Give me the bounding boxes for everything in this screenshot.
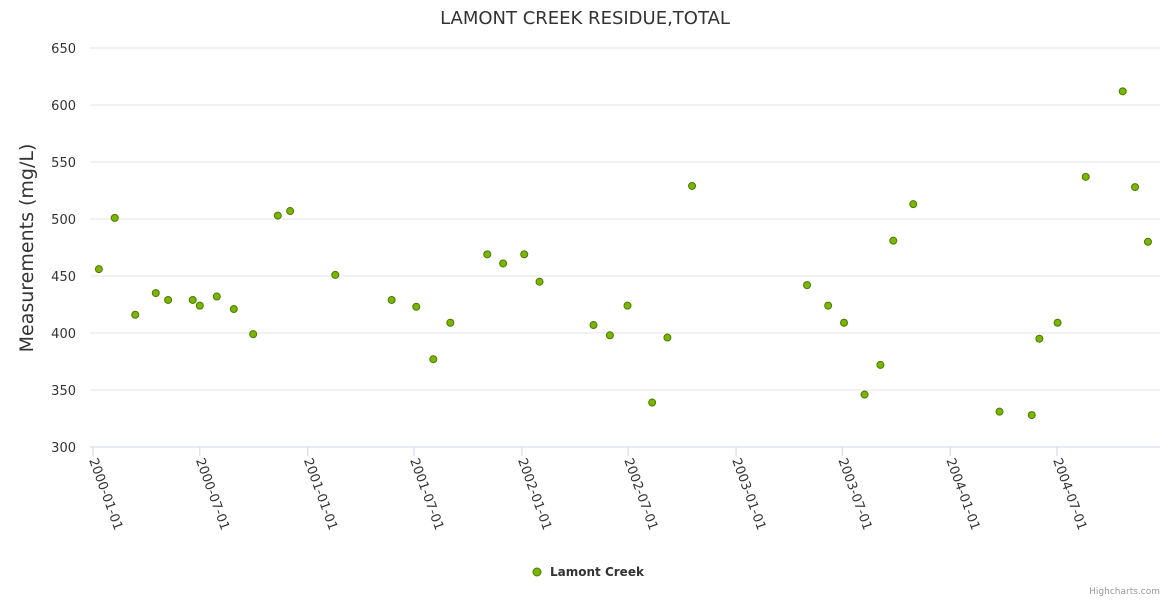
data-point[interactable] (131, 310, 140, 319)
data-point[interactable] (331, 270, 340, 279)
data-point[interactable] (212, 292, 221, 301)
x-tick-label: 2000-07-01 (192, 456, 232, 532)
y-tick-label: 500 (51, 213, 76, 228)
data-point[interactable] (860, 390, 869, 399)
data-point[interactable] (535, 277, 544, 286)
y-tick-label: 600 (51, 99, 76, 114)
y-tick-label: 450 (51, 270, 76, 285)
y-tick-label: 400 (51, 327, 76, 342)
data-point[interactable] (520, 250, 529, 259)
data-point[interactable] (909, 200, 918, 209)
data-point[interactable] (151, 289, 160, 298)
data-point[interactable] (824, 301, 833, 310)
x-tick-label: 2003-07-01 (834, 456, 874, 532)
data-point[interactable] (995, 407, 1004, 416)
chart-title: LAMONT CREEK RESIDUE,TOTAL (440, 8, 730, 29)
data-point[interactable] (1118, 87, 1127, 96)
data-point[interactable] (1143, 237, 1152, 246)
legend-label: Lamont Creek (550, 565, 645, 579)
x-tick-label: 2001-07-01 (406, 456, 446, 532)
data-point[interactable] (840, 318, 849, 327)
data-point[interactable] (605, 331, 614, 340)
x-tick-label: 2002-01-01 (514, 456, 554, 532)
data-point[interactable] (387, 295, 396, 304)
x-tick-label: 2002-07-01 (620, 456, 660, 532)
credits-link[interactable]: Highcharts.com (1089, 587, 1160, 597)
data-point[interactable] (483, 250, 492, 259)
x-tick-label: 2004-01-01 (942, 456, 982, 532)
legend-marker-icon (532, 567, 542, 577)
data-point[interactable] (623, 301, 632, 310)
x-tick-label: 2000-01-01 (85, 456, 125, 532)
data-point[interactable] (876, 360, 885, 369)
data-point[interactable] (446, 318, 455, 327)
data-point[interactable] (286, 207, 295, 216)
y-tick-label: 650 (51, 42, 76, 57)
data-point[interactable] (188, 295, 197, 304)
x-tick-label: 2001-01-01 (300, 456, 340, 532)
data-point[interactable] (663, 333, 672, 342)
data-point[interactable] (110, 213, 119, 222)
data-point[interactable] (249, 330, 258, 339)
data-point[interactable] (273, 211, 282, 220)
data-point[interactable] (688, 181, 697, 190)
data-point[interactable] (499, 259, 508, 268)
data-point[interactable] (429, 355, 438, 364)
legend-item[interactable]: Lamont Creek (532, 565, 645, 579)
data-point[interactable] (648, 398, 657, 407)
y-axis-label: Measurements (mg/L) (16, 144, 38, 353)
data-point[interactable] (229, 305, 238, 314)
x-tick-label: 2004-07-01 (1049, 456, 1089, 532)
x-tick-label: 2003-01-01 (728, 456, 768, 532)
data-point[interactable] (1131, 183, 1140, 192)
data-point[interactable] (412, 302, 421, 311)
data-point[interactable] (195, 301, 204, 310)
data-point[interactable] (1035, 334, 1044, 343)
data-point[interactable] (1053, 318, 1062, 327)
data-point[interactable] (94, 265, 103, 274)
data-point[interactable] (589, 321, 598, 330)
data-point[interactable] (1081, 172, 1090, 181)
data-point[interactable] (164, 295, 173, 304)
data-point[interactable] (803, 281, 812, 290)
y-tick-label: 300 (51, 441, 76, 456)
data-point[interactable] (1027, 411, 1036, 420)
y-tick-label: 550 (51, 156, 76, 171)
data-point[interactable] (889, 236, 898, 245)
y-tick-label: 350 (51, 384, 76, 399)
